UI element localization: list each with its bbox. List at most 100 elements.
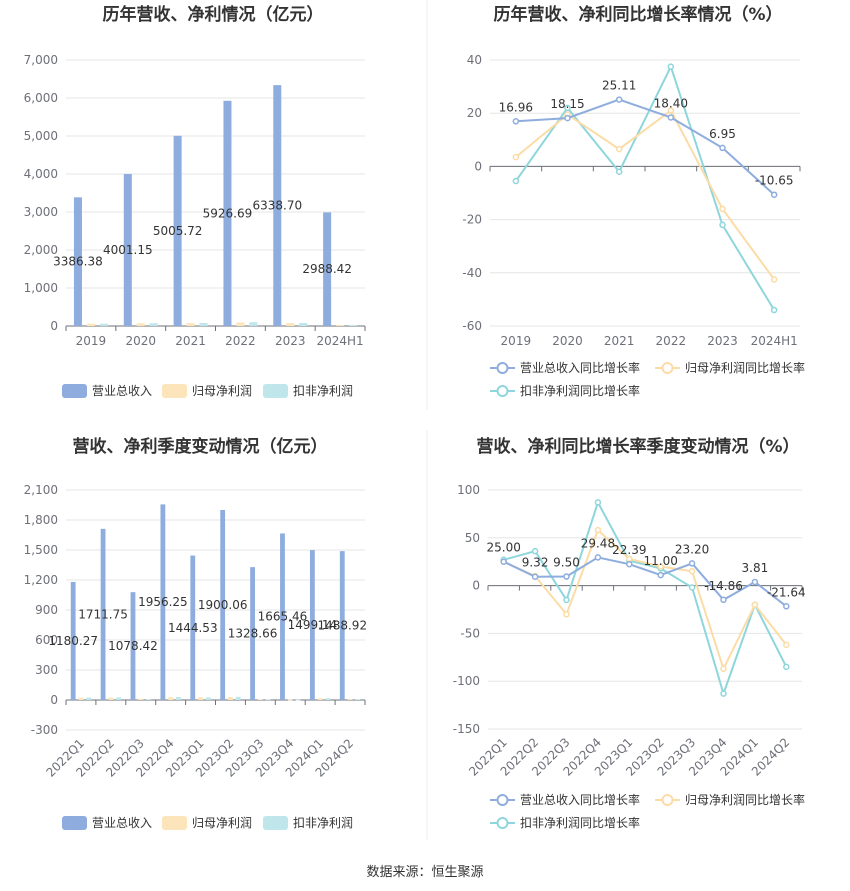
bar-net-profit [228, 697, 233, 700]
data-label: 16.96 [499, 100, 533, 114]
y-tick-label: 40 [467, 53, 482, 67]
y-tick-label: 600 [35, 633, 58, 647]
x-tick-label: 2023 [275, 334, 306, 348]
data-point [615, 96, 623, 103]
data-label: 9.50 [553, 556, 580, 570]
bar-revenue [70, 581, 76, 700]
bar-net-profit [236, 322, 245, 326]
data-label: 25.00 [487, 541, 521, 555]
bar-net-profit [186, 323, 195, 326]
bar-revenue [323, 212, 332, 326]
data-label: 1488.92 [317, 619, 367, 633]
data-point [531, 547, 539, 555]
y-tick-label: 0 [474, 159, 482, 173]
data-point [594, 554, 602, 561]
data-point [615, 168, 623, 175]
data-point [720, 690, 727, 697]
bar-deducted-profit [355, 699, 361, 700]
x-tick-label: 2019 [76, 334, 107, 348]
y-tick-label: -100 [453, 674, 480, 688]
bar-revenue [73, 197, 82, 326]
bar-net-profit [86, 323, 95, 326]
data-label: 1900.06 [198, 598, 248, 612]
y-tick-label: -50 [460, 626, 480, 640]
series-line-1 [515, 109, 775, 281]
bar-revenue [173, 135, 182, 326]
bar-revenue [309, 550, 315, 700]
data-point [564, 104, 571, 112]
data-point [719, 205, 726, 213]
data-label: 22.39 [612, 543, 646, 557]
y-tick-label: 2,000 [24, 243, 58, 257]
data-label: 1665.46 [258, 610, 308, 624]
y-tick-label: 2,100 [24, 483, 58, 497]
bar-deducted-profit [176, 697, 181, 700]
y-tick-label: 900 [35, 603, 58, 617]
legend-label: 扣非净利润同比增长率 [520, 383, 640, 398]
x-tick-label: 2024H1 [316, 334, 363, 348]
y-tick-label: 0 [50, 693, 58, 707]
x-tick-label: 2020 [125, 334, 156, 348]
legend-label: 归母净利润 [192, 384, 252, 398]
data-label: 18.40 [654, 96, 688, 110]
legend-swatch [162, 816, 187, 830]
source-note: 数据来源：恒生聚源 [366, 865, 483, 880]
chart-title: 历年营收、净利同比增长率情况（%） [493, 4, 782, 25]
bar-net-profit [168, 697, 174, 700]
y-tick-label: -20 [462, 213, 482, 227]
data-point [500, 558, 507, 565]
data-point [688, 568, 696, 575]
bar-net-profit [347, 699, 353, 700]
data-label: 1444.53 [168, 621, 218, 635]
legend-label: 扣非净利润同比增长率 [520, 815, 640, 830]
bar-revenue [123, 173, 132, 326]
y-tick-label: 0 [50, 319, 58, 333]
legend-label: 营业总收入 [92, 384, 152, 398]
series-line-0 [503, 556, 787, 608]
data-label: 1711.75 [78, 607, 128, 621]
series-line-2 [503, 499, 788, 697]
chart-title: 营收、净利同比增长率季度变动情况（%） [476, 436, 799, 457]
data-point [615, 145, 623, 153]
legend-label: 扣非净利润 [293, 816, 353, 830]
series-line-1 [503, 528, 788, 672]
data-label: 6338.70 [252, 199, 302, 213]
data-point [594, 499, 602, 506]
data-point [688, 584, 696, 591]
bar-revenue [190, 555, 196, 700]
x-tick-label: 2023 [707, 334, 738, 348]
data-label: 1499.14 [288, 618, 338, 632]
x-tick-label: 2024H1 [751, 334, 798, 348]
legend-swatch-marker [661, 362, 674, 374]
legend-label: 营业总收入 [92, 816, 152, 830]
y-tick-label: 100 [457, 483, 480, 497]
data-point [563, 611, 570, 618]
data-point [512, 118, 520, 125]
data-label: -14.86 [704, 579, 743, 593]
bar-deducted-profit [116, 697, 122, 700]
bar-revenue [339, 551, 345, 700]
bar-revenue [250, 567, 255, 700]
data-point [751, 601, 759, 608]
y-tick-label: 1,200 [24, 573, 58, 587]
data-point [688, 560, 696, 567]
legend-swatch [263, 384, 288, 398]
y-tick-label: 7,000 [24, 53, 58, 67]
data-label: 4001.15 [103, 243, 153, 257]
bar-revenue [280, 533, 285, 700]
chart-title: 营收、净利季度变动情况（亿元） [73, 436, 328, 457]
y-tick-label: 0 [472, 579, 480, 593]
data-point [657, 563, 664, 570]
data-point [720, 596, 727, 604]
data-label: 1956.25 [138, 595, 188, 609]
x-tick-label: 2022 [225, 334, 256, 348]
data-label: 1180.27 [48, 634, 98, 648]
legend-swatch [62, 384, 87, 398]
series-line-2 [515, 64, 776, 311]
y-tick-label: 1,000 [24, 281, 58, 295]
bar-deducted-profit [235, 696, 241, 700]
bar-net-profit [317, 698, 323, 700]
legend-swatch [162, 384, 187, 398]
